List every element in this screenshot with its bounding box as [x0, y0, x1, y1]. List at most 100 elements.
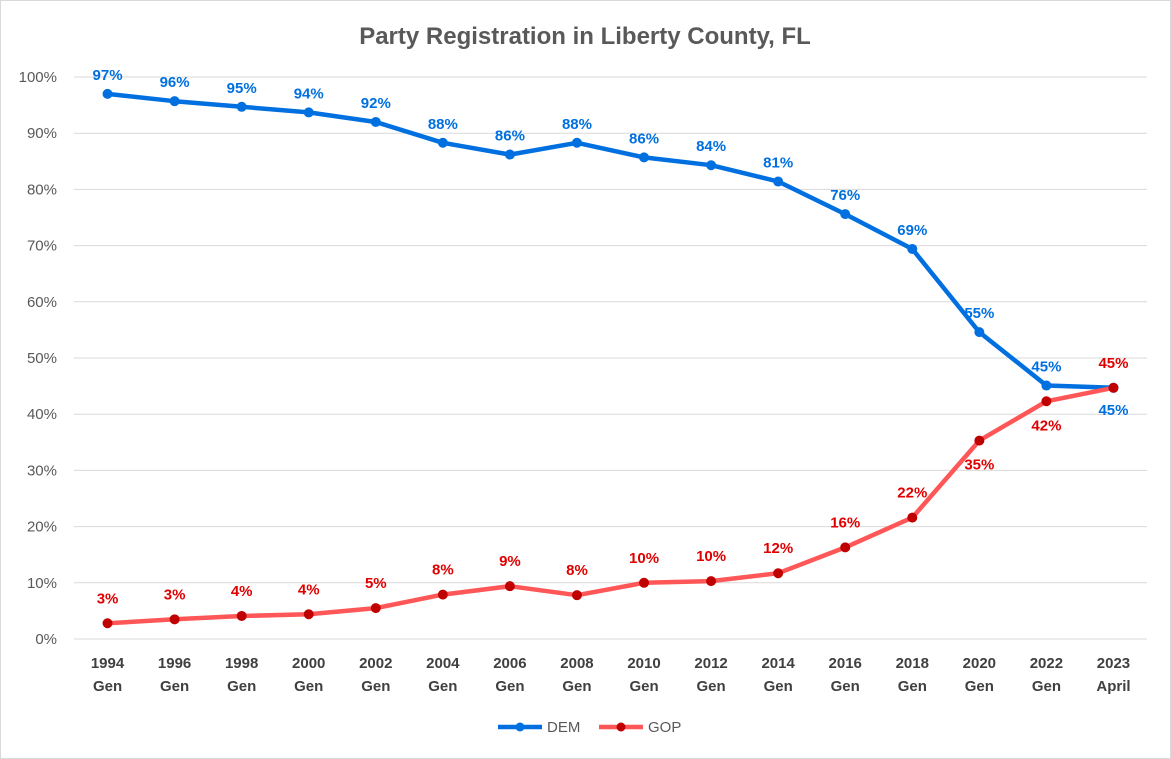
data-label-gop: 4%: [298, 581, 320, 598]
data-point-dem: [236, 101, 247, 112]
x-tick-label: Gen: [227, 678, 256, 695]
data-point-gop: [907, 512, 918, 523]
data-point-gop: [571, 590, 582, 601]
x-tick-label: 1998: [225, 655, 258, 672]
x-tick-label: 2000: [292, 655, 325, 672]
data-point-gop: [1041, 396, 1052, 407]
y-tick-label: 100%: [19, 69, 57, 86]
data-point-dem: [303, 107, 314, 118]
y-tick-label: 20%: [27, 519, 57, 536]
data-label-dem: 95%: [227, 80, 257, 97]
data-point-dem: [571, 137, 582, 148]
data-point-dem: [370, 116, 381, 127]
data-label-gop: 8%: [566, 562, 588, 579]
x-tick-label: Gen: [831, 678, 860, 695]
data-point-gop: [773, 568, 784, 579]
x-tick-label: 2022: [1030, 655, 1063, 672]
data-point-gop: [1108, 382, 1119, 393]
x-tick-label: April: [1096, 678, 1130, 695]
legend-marker-gop: [616, 722, 626, 732]
gridlines: [74, 76, 1147, 640]
series-line-gop: [105, 385, 1116, 626]
data-point-dem: [504, 149, 515, 160]
y-tick-label: 40%: [27, 406, 57, 423]
data-point-dem: [773, 176, 784, 187]
data-label-gop: 45%: [1098, 355, 1128, 372]
legend: DEM GOP: [498, 719, 681, 736]
data-point-dem: [1041, 380, 1052, 391]
x-tick-label: 2002: [359, 655, 392, 672]
data-label-gop: 10%: [696, 548, 726, 565]
data-point-gop: [102, 618, 113, 629]
x-tick-label: 2020: [963, 655, 996, 672]
data-label-dem: 88%: [562, 116, 592, 133]
data-point-dem: [102, 88, 113, 99]
x-tick-label: Gen: [965, 678, 994, 695]
data-point-gop: [437, 589, 448, 600]
x-tick-label: Gen: [361, 678, 390, 695]
y-tick-label: 90%: [27, 125, 57, 142]
x-tick-label: 2016: [829, 655, 862, 672]
data-point-gop: [169, 614, 180, 625]
x-tick-label: 2012: [694, 655, 727, 672]
data-point-dem: [706, 160, 717, 171]
data-point-gop: [303, 609, 314, 620]
y-tick-label: 70%: [27, 238, 57, 255]
data-label-dem: 97%: [93, 67, 123, 84]
legend-marker-dem: [515, 722, 525, 732]
data-point-gop: [504, 581, 515, 592]
x-tick-label: Gen: [428, 678, 457, 695]
series-lines: [102, 88, 1119, 629]
x-tick-label: 1994: [91, 655, 125, 672]
data-label-gop: 3%: [97, 590, 119, 607]
data-label-gop: 4%: [231, 583, 253, 600]
data-label-dem: 45%: [1098, 402, 1128, 419]
data-point-dem: [639, 152, 650, 163]
data-label-dem: 81%: [763, 155, 793, 172]
x-tick-label: Gen: [629, 678, 658, 695]
data-label-dem: 76%: [830, 187, 860, 204]
y-tick-label: 30%: [27, 462, 57, 479]
x-tick-label: Gen: [495, 678, 524, 695]
data-point-gop: [840, 542, 851, 553]
x-tick-label: 2008: [560, 655, 593, 672]
data-labels: 97% 96% 95% 94% 92% 88% 86% 88% 86% 84% 81% 76% 69% 5…: [93, 67, 1129, 607]
x-tick-label: Gen: [294, 678, 323, 695]
x-tick-label: Gen: [697, 678, 726, 695]
data-point-gop: [370, 603, 381, 614]
data-label-dem: 96%: [160, 74, 190, 91]
x-tick-label: Gen: [764, 678, 793, 695]
x-tick-label: Gen: [93, 678, 122, 695]
x-tick-label: 2004: [426, 655, 460, 672]
data-label-dem: 92%: [361, 95, 391, 112]
data-label-gop: 5%: [365, 575, 387, 592]
x-tick-label: Gen: [160, 678, 189, 695]
y-tick-label: 50%: [27, 350, 57, 367]
data-label-gop: 22%: [897, 485, 927, 502]
data-label-dem: 86%: [495, 128, 525, 145]
x-tick-label: 2010: [627, 655, 660, 672]
data-label-gop: 10%: [629, 550, 659, 567]
y-tick-label: 60%: [27, 294, 57, 311]
data-point-dem: [437, 137, 448, 148]
data-label-gop: 12%: [763, 540, 793, 557]
data-label-gop: 35%: [964, 457, 994, 474]
data-label-dem: 94%: [294, 85, 324, 102]
y-tick-label: 80%: [27, 181, 57, 198]
y-tick-label: 10%: [27, 575, 57, 592]
data-label-dem: 84%: [696, 138, 726, 155]
data-point-gop: [639, 577, 650, 588]
data-point-gop: [706, 576, 717, 587]
data-label-gop: 42%: [1031, 417, 1061, 434]
data-point-dem: [840, 209, 851, 220]
x-tick-label: 2018: [896, 655, 929, 672]
data-point-dem: [974, 327, 985, 338]
legend-label-dem: DEM: [547, 719, 580, 736]
x-tick-label: 2014: [761, 655, 795, 672]
data-label-dem: 45%: [1031, 359, 1061, 376]
data-point-gop: [974, 435, 985, 446]
x-tick-label: Gen: [898, 678, 927, 695]
data-label-gop: 8%: [432, 562, 454, 579]
